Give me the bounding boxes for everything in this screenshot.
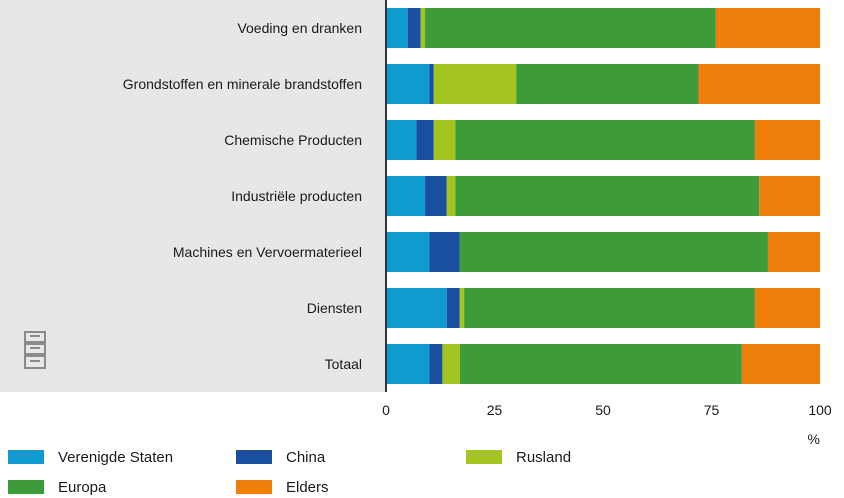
legend-label: China bbox=[286, 448, 326, 466]
bar-segment bbox=[754, 120, 820, 160]
x-axis-ticks: 0 25 50 75 100 bbox=[382, 402, 832, 418]
bar-segment bbox=[516, 64, 699, 104]
bar-segment bbox=[741, 344, 820, 384]
bar-segment bbox=[407, 8, 421, 48]
bar-segment bbox=[446, 176, 456, 216]
bar-segment bbox=[386, 232, 430, 272]
legend-swatch bbox=[466, 450, 502, 464]
x-tick-label: 100 bbox=[808, 402, 832, 418]
bar-segment bbox=[698, 64, 820, 104]
legend-label: Europa bbox=[58, 478, 107, 496]
category-label: Chemische Producten bbox=[224, 132, 362, 148]
bar-segment bbox=[386, 344, 430, 384]
legend-swatch bbox=[236, 450, 272, 464]
category-label: Voeding en dranken bbox=[237, 20, 362, 36]
legend-item: Europa bbox=[8, 476, 106, 498]
legend-item: Elders bbox=[236, 476, 329, 498]
x-tick-label: 0 bbox=[382, 402, 390, 418]
bar-segment bbox=[429, 232, 460, 272]
x-tick-label: 25 bbox=[487, 402, 503, 418]
legend-swatch bbox=[8, 480, 44, 494]
category-label: Totaal bbox=[325, 356, 362, 372]
bar-segment bbox=[455, 176, 760, 216]
plot-background bbox=[0, 0, 386, 392]
bar-segment bbox=[416, 120, 434, 160]
bar-segment bbox=[425, 8, 716, 48]
bar-segment bbox=[459, 232, 768, 272]
bar-segment bbox=[446, 288, 460, 328]
bar-segment bbox=[429, 64, 434, 104]
bar-segment bbox=[459, 344, 742, 384]
x-axis-unit: % bbox=[808, 431, 820, 447]
legend-swatch bbox=[8, 450, 44, 464]
bar-segment bbox=[464, 288, 755, 328]
category-label: Machines en Vervoermaterieel bbox=[173, 244, 362, 260]
bar-segment bbox=[433, 120, 456, 160]
bar-segment bbox=[759, 176, 820, 216]
bar-segment bbox=[386, 176, 426, 216]
legend-label: Elders bbox=[286, 478, 329, 496]
bar-segment bbox=[386, 8, 408, 48]
legend-item: Verenigde Staten bbox=[8, 446, 173, 468]
x-tick-label: 75 bbox=[704, 402, 720, 418]
bar-segment bbox=[442, 344, 460, 384]
bar-segment bbox=[459, 288, 465, 328]
category-label: Diensten bbox=[307, 300, 362, 316]
bar-segment bbox=[425, 176, 447, 216]
bar-segment bbox=[754, 288, 820, 328]
x-tick-label: 50 bbox=[595, 402, 611, 418]
legend-label: Verenigde Staten bbox=[58, 448, 174, 466]
legend-swatch bbox=[236, 480, 272, 494]
bar-segment bbox=[455, 120, 755, 160]
bar-segment bbox=[429, 344, 443, 384]
bar-segment bbox=[386, 288, 447, 328]
bars bbox=[386, 8, 820, 384]
bar-segment bbox=[420, 8, 426, 48]
category-labels: Voeding en dranken Grondstoffen en minera… bbox=[123, 20, 362, 372]
cbs-logo-icon bbox=[22, 330, 48, 370]
category-label: Grondstoffen en minerale brandstoffen bbox=[123, 76, 362, 92]
bar-segment bbox=[715, 8, 820, 48]
bar-segment bbox=[386, 120, 417, 160]
legend: Verenigde Staten China Rusland Europa Elders bbox=[0, 446, 844, 498]
category-label: Industriële producten bbox=[231, 188, 362, 204]
bar-segment bbox=[386, 64, 430, 104]
legend-label: Rusland bbox=[516, 448, 572, 466]
bar-segment bbox=[433, 64, 517, 104]
legend-item: China bbox=[236, 446, 325, 468]
legend-item: Rusland bbox=[466, 446, 571, 468]
bar-segment bbox=[767, 232, 820, 272]
